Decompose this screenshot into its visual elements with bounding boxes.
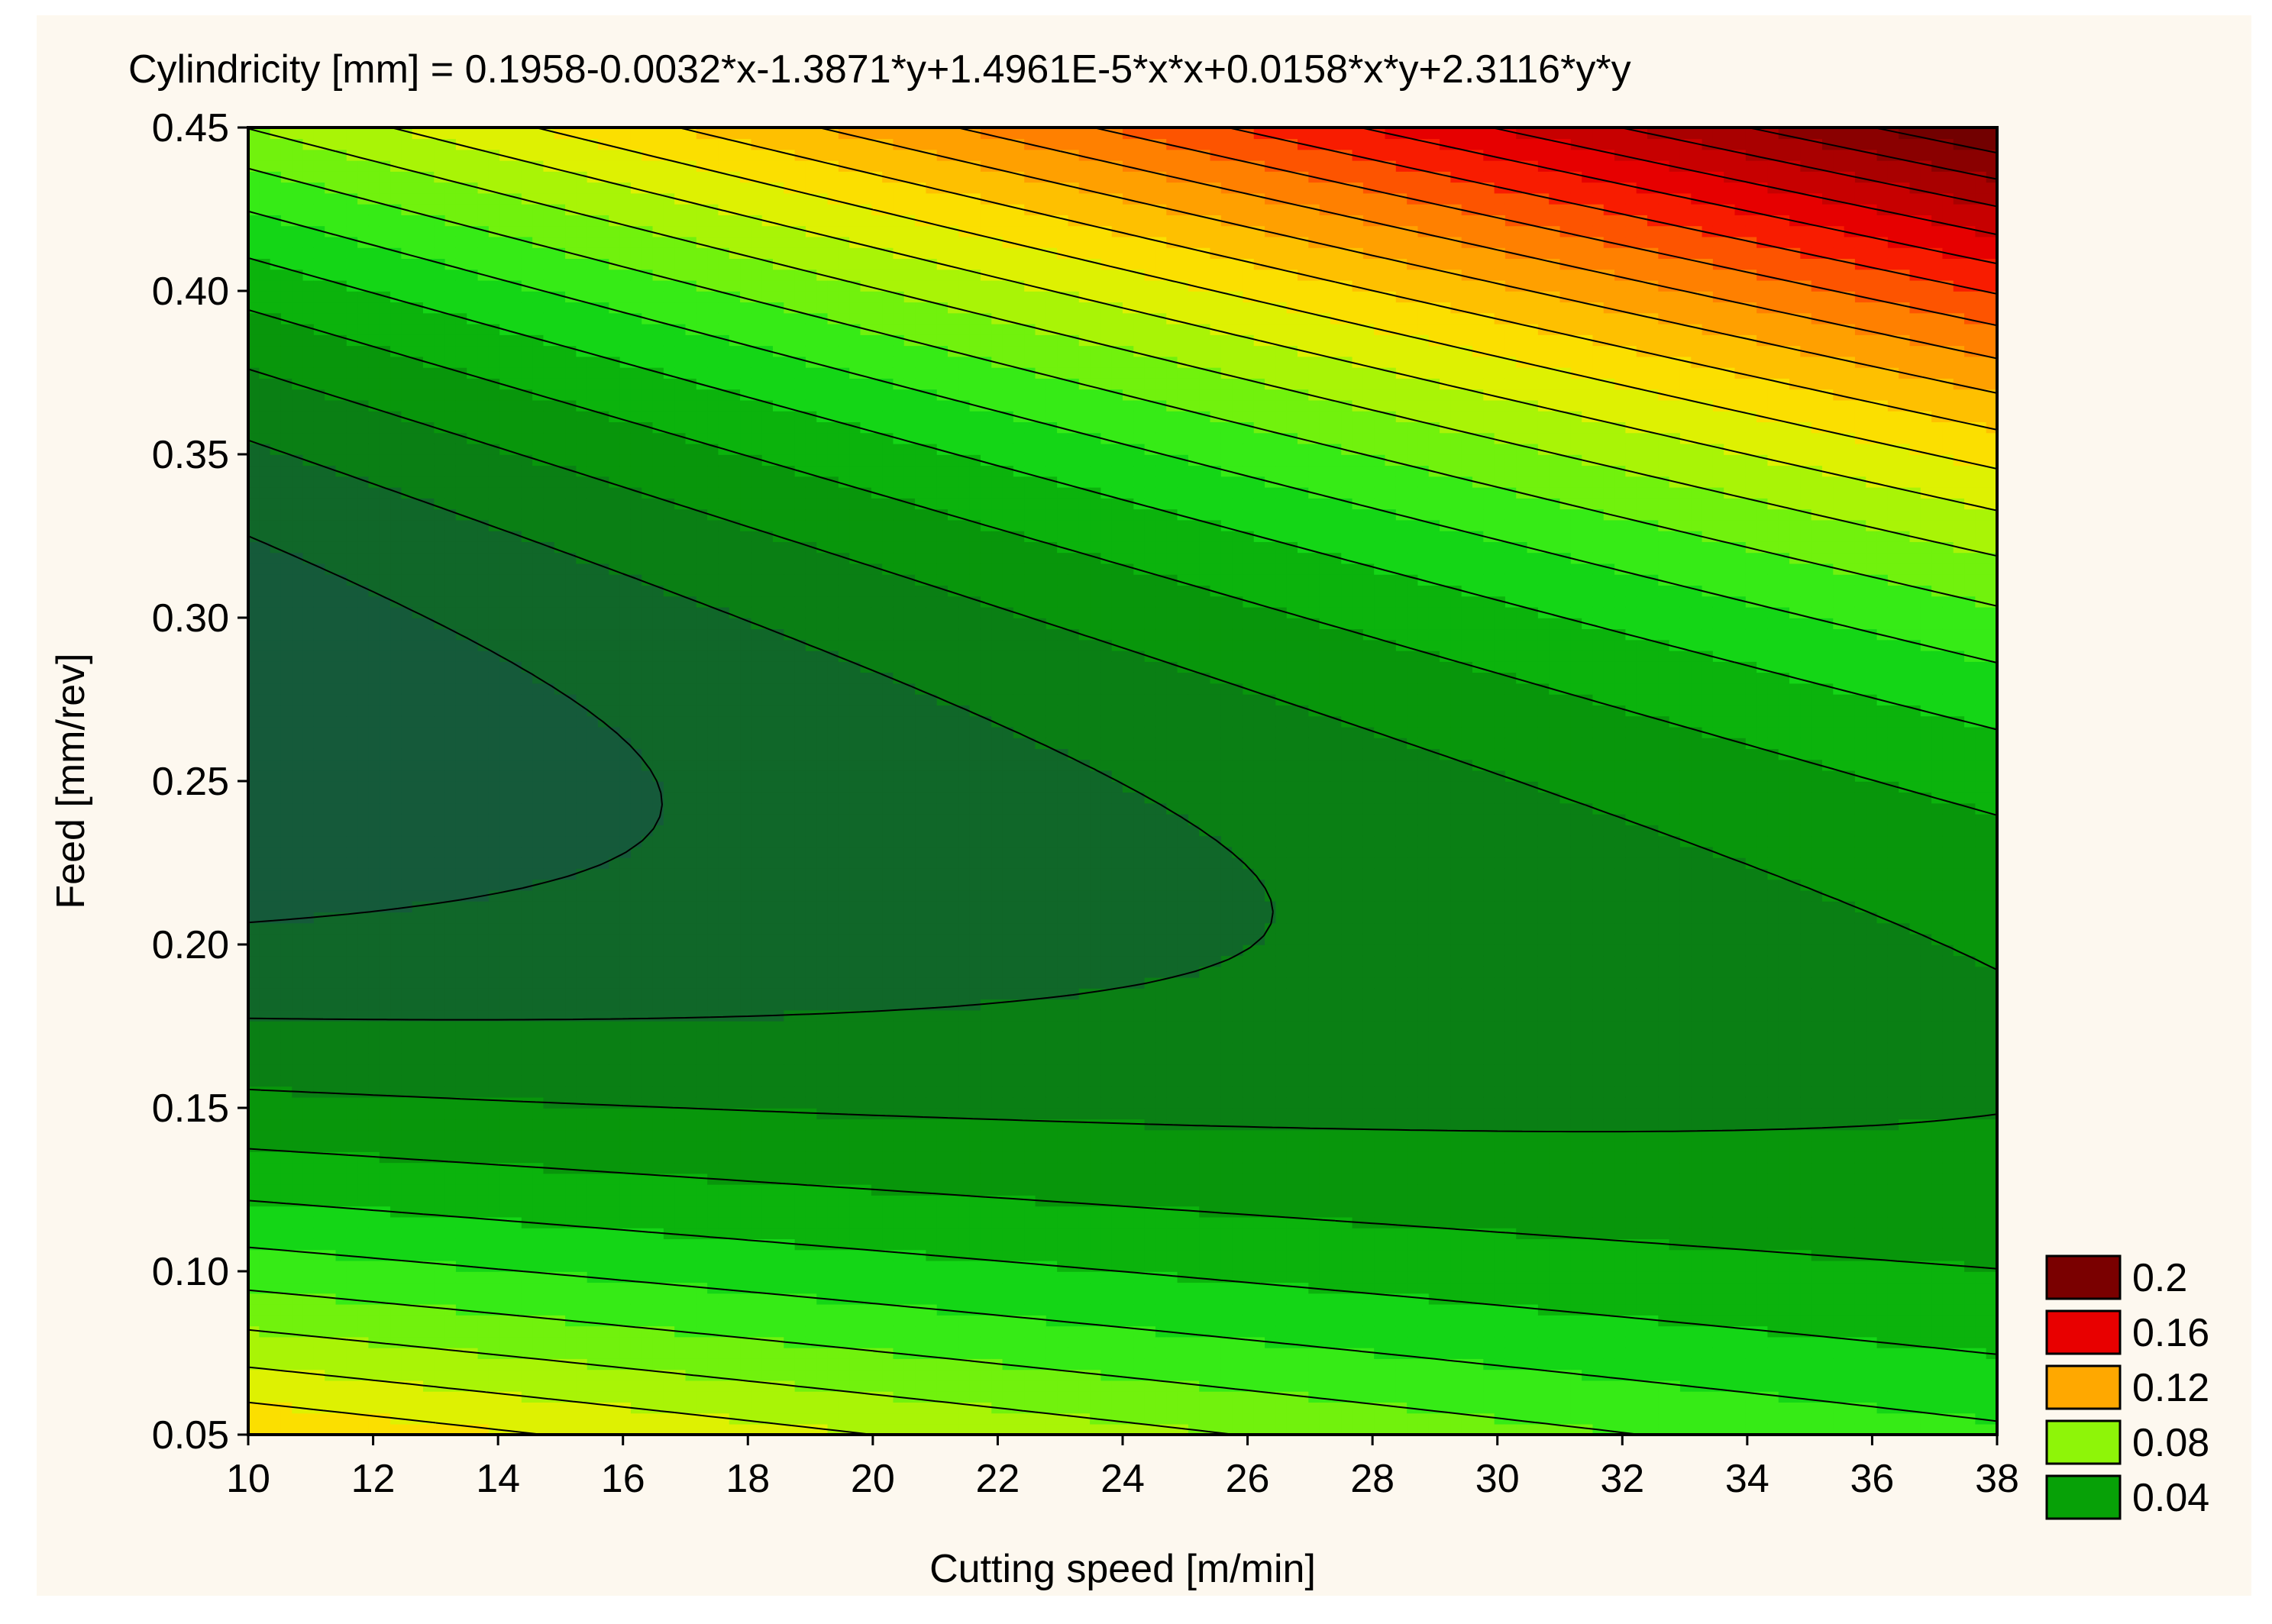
y-tick-label: 0.25 xyxy=(152,760,229,804)
x-tick-label: 30 xyxy=(1475,1457,1520,1501)
contour-line xyxy=(248,210,1997,1422)
contour-fill xyxy=(248,128,1997,1435)
y-axis: 0.05 0.10 0.15 0.20 0.25 0.30 0.35 0.40 0.45 xyxy=(152,106,248,1458)
contour-line xyxy=(248,128,1997,1435)
contour-line xyxy=(248,439,1274,1021)
x-tick-label: 32 xyxy=(1600,1457,1644,1501)
legend-label: 0.2 xyxy=(2132,1256,2187,1300)
legend-label: 0.16 xyxy=(2132,1311,2209,1355)
legend-label: 0.12 xyxy=(2132,1366,2209,1410)
chart-title: Cylindricity [mm] = 0.1958-0.0032*x-1.38… xyxy=(128,47,1631,92)
legend-label: 0.08 xyxy=(2132,1421,2209,1465)
y-axis-label: Feed [mm/rev] xyxy=(49,653,93,909)
legend-swatch xyxy=(2045,1254,2122,1300)
y-tick-label: 0.40 xyxy=(152,270,229,314)
y-tick-label: 0.45 xyxy=(152,106,229,150)
y-tick-label: 0.15 xyxy=(152,1086,229,1131)
legend-swatch xyxy=(2045,1419,2122,1465)
x-tick-label: 18 xyxy=(726,1457,770,1501)
x-tick-label: 36 xyxy=(1850,1457,1895,1501)
x-tick-label: 16 xyxy=(601,1457,645,1501)
contour-line xyxy=(248,535,663,924)
legend-label: 0.04 xyxy=(2132,1476,2209,1520)
x-tick-label: 10 xyxy=(226,1457,270,1501)
y-tick-label: 0.20 xyxy=(152,923,229,967)
contour-line xyxy=(248,368,1997,1133)
legend-swatch xyxy=(2045,1474,2122,1520)
contour-line xyxy=(248,308,1997,1270)
y-tick-label: 0.30 xyxy=(152,596,229,641)
legend-swatch xyxy=(2045,1309,2122,1355)
x-tick-label: 14 xyxy=(476,1457,520,1501)
plot-area xyxy=(248,128,1997,1435)
x-tick-label: 22 xyxy=(976,1457,1020,1501)
x-tick-label: 38 xyxy=(1975,1457,2019,1501)
contour-line xyxy=(248,128,1997,1435)
contour-line xyxy=(248,128,1997,1435)
x-axis-label: Cutting speed [m/min] xyxy=(929,1547,1316,1591)
x-tick-label: 34 xyxy=(1725,1457,1769,1501)
x-tick-label: 26 xyxy=(1226,1457,1270,1501)
contour-line xyxy=(248,167,1997,1435)
y-tick-label: 0.05 xyxy=(152,1413,229,1458)
x-tick-label: 20 xyxy=(851,1457,895,1501)
y-tick-label: 0.35 xyxy=(152,433,229,477)
x-tick-label: 12 xyxy=(351,1457,396,1501)
legend: 0.2 0.16 0.12 0.08 0.04 xyxy=(2045,1254,2209,1520)
contour-line xyxy=(248,257,1997,1355)
x-axis: 10 12 14 16 18 20 22 24 26 28 30 32 34 36 38 xyxy=(226,1435,2019,1501)
x-tick-label: 24 xyxy=(1100,1457,1145,1501)
legend-swatch xyxy=(2045,1364,2122,1410)
x-tick-label: 28 xyxy=(1350,1457,1395,1501)
y-tick-label: 0.10 xyxy=(152,1250,229,1294)
